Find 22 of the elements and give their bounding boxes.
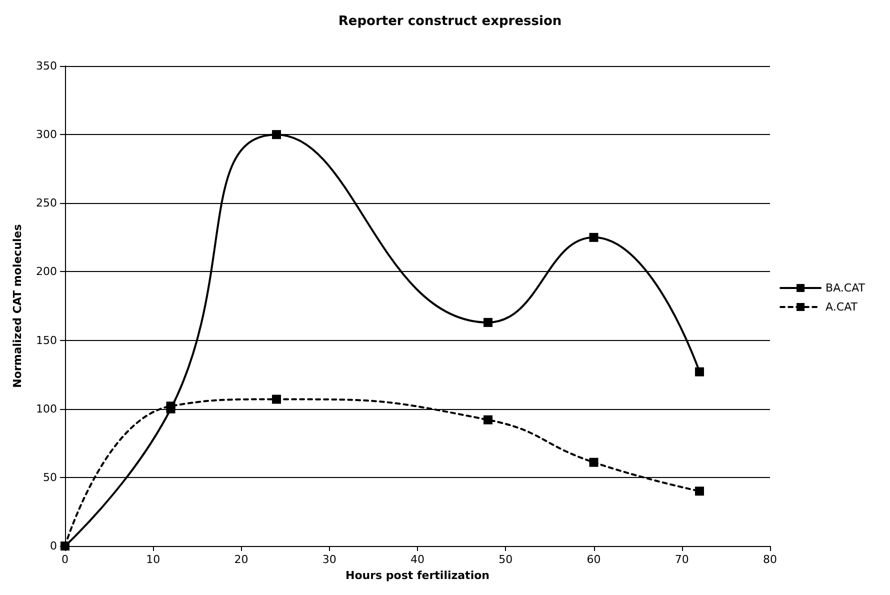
x-tick-label: 50 [498,553,513,566]
y-tick-label: 0 [50,540,57,552]
x-tick-label: 80 [763,553,777,566]
x-tick-label: 40 [410,553,424,566]
legend-label: BA.CAT [826,282,866,294]
legend-label: A.CAT [826,300,858,314]
chart-title: Reporter construct expression [338,14,562,29]
y-tick-label: 200 [36,265,57,278]
x-axis-title: Hours post fertilization [346,568,490,582]
y-axis-title: Normalized CAT molecules [11,224,24,388]
y-tick-label: 350 [36,60,57,72]
x-tick-label: 0 [62,553,68,566]
y-tick-label: 100 [36,402,57,416]
x-tick-label: 30 [322,553,336,566]
x-tick-label: 70 [674,553,689,566]
y-tick-label: 250 [36,196,57,210]
y-tick-label: 50 [43,470,57,484]
y-tick-label: 150 [36,334,57,347]
y-tick-label: 300 [36,128,57,142]
x-tick-label: 20 [234,553,248,566]
x-tick-label: 60 [586,553,601,566]
x-tick-label: 10 [146,553,160,566]
